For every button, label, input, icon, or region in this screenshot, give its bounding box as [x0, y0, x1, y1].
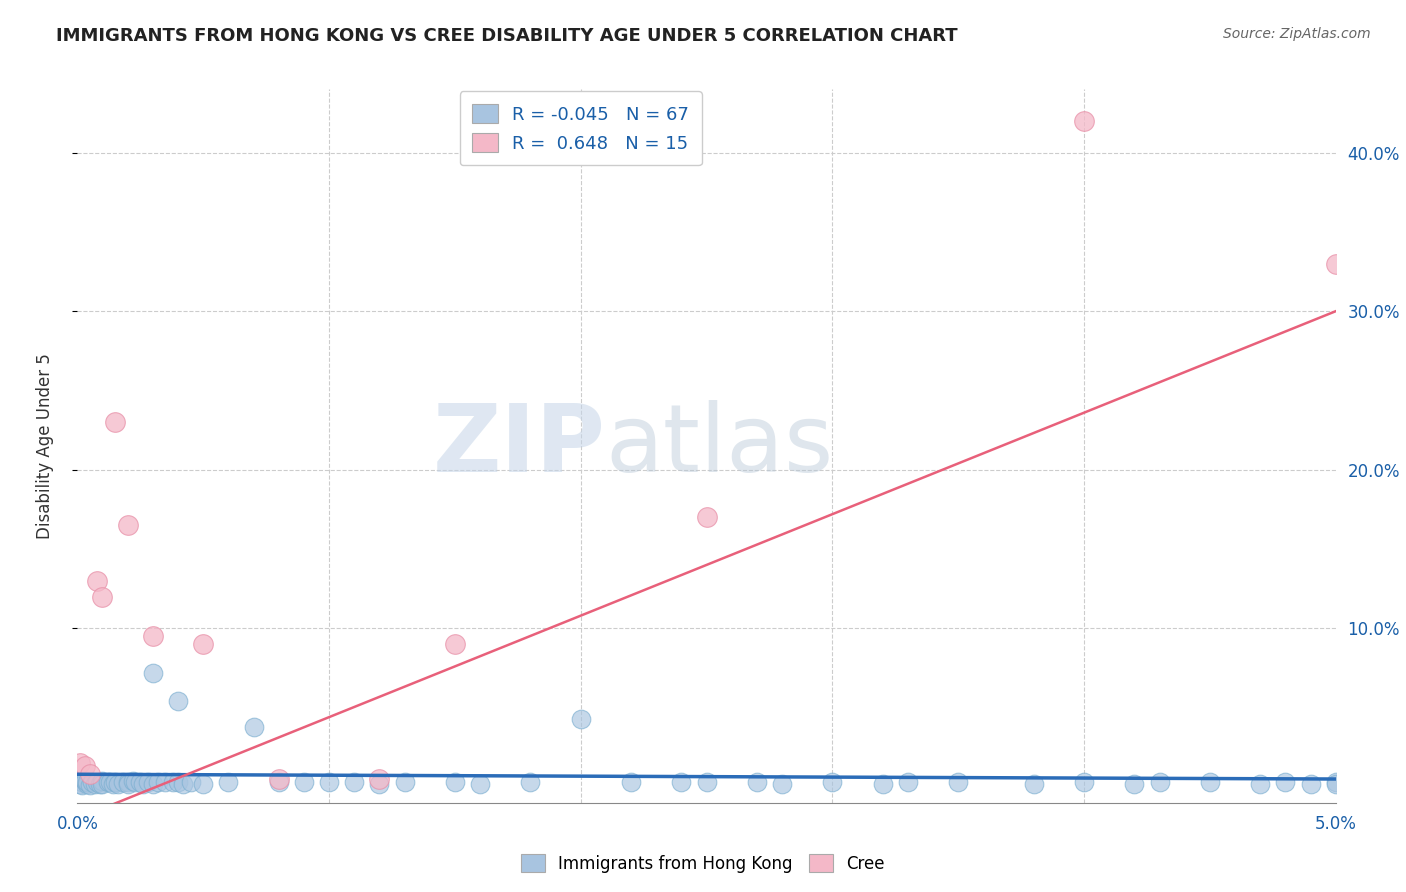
Point: [948, 775, 970, 789]
Point: [111, 775, 134, 789]
Point: [132, 777, 155, 791]
Point: [69, 777, 91, 791]
Point: [368, 772, 391, 786]
Point: [468, 777, 491, 791]
Text: atlas: atlas: [606, 400, 834, 492]
Point: [569, 712, 592, 726]
Point: [1022, 777, 1045, 791]
Point: [129, 775, 152, 789]
Point: [872, 777, 894, 791]
Point: [1249, 777, 1271, 791]
Point: [73, 759, 96, 773]
Text: IMMIGRANTS FROM HONG KONG VS CREE DISABILITY AGE UNDER 5 CORRELATION CHART: IMMIGRANTS FROM HONG KONG VS CREE DISABI…: [56, 27, 957, 45]
Point: [519, 775, 541, 789]
Point: [69, 756, 91, 771]
Point: [172, 777, 194, 791]
Point: [1324, 777, 1347, 791]
Legend: R = -0.045   N = 67, R =  0.648   N = 15: R = -0.045 N = 67, R = 0.648 N = 15: [460, 91, 702, 165]
Point: [242, 720, 264, 734]
Point: [1149, 775, 1171, 789]
Point: [671, 775, 693, 789]
Point: [1324, 257, 1347, 271]
Point: [76, 775, 98, 789]
Point: [444, 775, 467, 789]
Point: [146, 775, 169, 789]
Point: [86, 775, 108, 789]
Point: [136, 775, 159, 789]
Point: [142, 665, 165, 680]
Point: [292, 775, 315, 789]
Point: [117, 777, 139, 791]
Point: [1324, 775, 1347, 789]
Point: [91, 777, 114, 791]
Point: [155, 775, 177, 789]
Point: [444, 637, 467, 651]
Point: [117, 775, 139, 789]
Point: [76, 777, 98, 791]
Point: [142, 777, 165, 791]
Point: [821, 775, 844, 789]
Point: [267, 775, 290, 789]
Point: [121, 773, 143, 788]
Point: [142, 629, 165, 643]
Point: [620, 775, 643, 789]
Point: [267, 772, 290, 786]
Point: [368, 777, 391, 791]
Point: [107, 777, 129, 791]
Point: [104, 415, 127, 429]
Point: [84, 777, 107, 791]
Point: [104, 775, 127, 789]
Point: [696, 775, 718, 789]
Point: [96, 775, 118, 789]
Point: [318, 775, 340, 789]
Point: [1073, 775, 1095, 789]
Text: Source: ZipAtlas.com: Source: ZipAtlas.com: [1223, 27, 1371, 41]
Point: [343, 775, 366, 789]
Point: [217, 775, 239, 789]
Point: [191, 777, 215, 791]
Point: [79, 767, 101, 781]
Point: [73, 773, 96, 788]
Point: [1274, 775, 1296, 789]
Point: [1299, 777, 1322, 791]
Point: [696, 510, 718, 524]
Point: [124, 775, 146, 789]
Point: [180, 775, 202, 789]
Point: [1199, 775, 1222, 789]
Point: [91, 590, 114, 604]
Point: [101, 777, 124, 791]
Point: [745, 775, 768, 789]
Point: [897, 775, 920, 789]
Point: [167, 694, 190, 708]
Point: [82, 775, 104, 789]
Point: [98, 775, 121, 789]
Y-axis label: Disability Age Under 5: Disability Age Under 5: [35, 353, 53, 539]
Point: [770, 777, 793, 791]
Point: [72, 778, 94, 792]
Text: ZIP: ZIP: [433, 400, 606, 492]
Point: [89, 777, 111, 791]
Point: [79, 778, 101, 792]
Point: [191, 637, 215, 651]
Point: [162, 775, 184, 789]
Point: [117, 518, 139, 533]
Point: [167, 775, 190, 789]
Point: [1123, 777, 1146, 791]
Point: [1073, 114, 1095, 128]
Legend: Immigrants from Hong Kong, Cree: Immigrants from Hong Kong, Cree: [515, 847, 891, 880]
Point: [91, 773, 114, 788]
Point: [394, 775, 416, 789]
Point: [72, 775, 94, 789]
Point: [86, 574, 108, 588]
